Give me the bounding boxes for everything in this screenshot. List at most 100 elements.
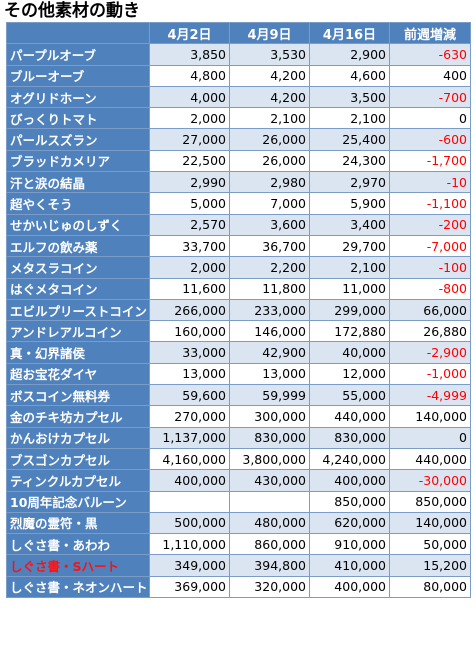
weekly-change-cell: -7,000 — [389, 234, 471, 258]
weekly-change-cell: -1,000 — [389, 362, 471, 386]
price-apr2-cell: 4,160,000 — [149, 447, 230, 471]
price-apr2-cell: 33,000 — [149, 341, 230, 364]
price-apr16-cell: 2,100 — [309, 107, 390, 130]
price-apr9-cell: 3,600 — [229, 213, 310, 236]
item-name-cell: 汗と涙の結晶 — [6, 171, 150, 194]
price-apr16-cell: 5,900 — [309, 192, 390, 215]
price-apr2-cell: 1,110,000 — [149, 533, 230, 556]
price-apr16-cell: 11,000 — [309, 277, 390, 300]
price-apr16-cell: 830,000 — [309, 426, 390, 449]
price-apr2-cell: 1,137,000 — [149, 426, 230, 449]
weekly-change-cell: 140,000 — [389, 405, 471, 428]
item-name-cell: しぐさ書・ネオンハート — [6, 575, 150, 599]
price-apr16-cell: 29,700 — [309, 234, 390, 258]
price-apr2-cell: 4,000 — [149, 85, 230, 109]
price-apr9-cell: 4,200 — [229, 85, 310, 109]
item-name-cell: びっくりトマト — [6, 107, 150, 130]
table-row: ブラッドカメリア 22,500 26,000 24,300 -1,700 — [6, 149, 471, 173]
weekly-change-cell: -800 — [389, 277, 471, 300]
price-apr16-cell: 400,000 — [309, 469, 390, 492]
price-apr2-cell: 266,000 — [149, 298, 230, 322]
price-apr16-cell: 40,000 — [309, 341, 390, 364]
weekly-change-cell: 80,000 — [389, 575, 471, 599]
weekly-change-cell: -30,000 — [389, 469, 471, 492]
item-name-cell: ブラッドカメリア — [6, 149, 150, 173]
price-apr16-cell: 55,000 — [309, 384, 390, 407]
price-apr2-cell: 349,000 — [149, 554, 230, 577]
price-apr9-cell: 59,999 — [229, 384, 310, 407]
item-name-cell: せかいじゅのしずく — [6, 213, 150, 236]
price-apr2-cell: 22,500 — [149, 149, 230, 173]
weekly-change-cell: -2,900 — [389, 341, 471, 364]
price-apr16-cell: 4,240,000 — [309, 447, 390, 471]
header-change: 前週増減 — [389, 21, 471, 45]
price-apr9-cell: 233,000 — [229, 298, 310, 322]
price-apr9-cell: 3,530 — [229, 43, 310, 66]
item-name-cell: ティンクルカプセル — [6, 469, 150, 492]
weekly-change-cell: -1,100 — [389, 192, 471, 215]
item-name-cell: アンドレアルコイン — [6, 320, 150, 343]
price-apr9-cell: 3,800,000 — [229, 447, 310, 471]
price-apr9-cell: 2,100 — [229, 107, 310, 130]
price-apr16-cell: 24,300 — [309, 149, 390, 173]
item-name-cell: オグリドホーン — [6, 85, 150, 109]
item-name-cell: かんおけカプセル — [6, 426, 150, 449]
weekly-change-cell: 400 — [389, 64, 471, 87]
price-apr9-cell: 430,000 — [229, 469, 310, 492]
price-apr16-cell: 299,000 — [309, 298, 390, 322]
price-apr9-cell: 2,980 — [229, 171, 310, 194]
weekly-change-cell: 850,000 — [389, 490, 471, 513]
table-row: ブルーオーブ 4,800 4,200 4,600 400 — [6, 64, 471, 87]
weekly-change-cell: -10 — [389, 171, 471, 194]
price-apr9-cell: 830,000 — [229, 426, 310, 449]
table-row: オグリドホーン 4,000 4,200 3,500 -700 — [6, 85, 471, 109]
price-apr16-cell: 410,000 — [309, 554, 390, 577]
weekly-change-cell: -4,999 — [389, 384, 471, 407]
weekly-change-cell: -1,700 — [389, 149, 471, 173]
table-row: 超やくそう 5,000 7,000 5,900 -1,100 — [6, 192, 471, 215]
table-row: アンドレアルコイン 160,000 146,000 172,880 26,880 — [6, 320, 471, 343]
table-row: しぐさ書・ネオンハート 369,000 320,000 400,000 80,000 — [6, 575, 471, 599]
price-apr2-cell: 369,000 — [149, 575, 230, 599]
header-item — [6, 21, 150, 45]
weekly-change-cell: 440,000 — [389, 447, 471, 471]
weekly-change-cell: -700 — [389, 85, 471, 109]
price-apr2-cell: 11,600 — [149, 277, 230, 300]
item-name-cell: パープルオーブ — [6, 43, 150, 66]
weekly-change-cell: 15,200 — [389, 554, 471, 577]
price-apr16-cell: 910,000 — [309, 533, 390, 556]
price-apr9-cell: 11,800 — [229, 277, 310, 300]
weekly-change-cell: -630 — [389, 43, 471, 66]
price-apr9-cell: 146,000 — [229, 320, 310, 343]
header-date-3: 4月16日 — [309, 21, 390, 45]
item-name-cell: ボスコイン無料券 — [6, 384, 150, 407]
item-name-cell: 烈魔の霊符・黒 — [6, 511, 150, 535]
table-row: 汗と涙の結晶 2,990 2,980 2,970 -10 — [6, 171, 471, 194]
weekly-change-cell: 66,000 — [389, 298, 471, 322]
table-row: しぐさ書・あわわ 1,110,000 860,000 910,000 50,000 — [6, 533, 471, 556]
table-row: かんおけカプセル 1,137,000 830,000 830,000 0 — [6, 426, 471, 449]
price-apr9-cell: 4,200 — [229, 64, 310, 87]
table-row: ボスコイン無料券 59,600 59,999 55,000 -4,999 — [6, 384, 471, 407]
item-name-cell: パールスズラン — [6, 128, 150, 151]
price-apr16-cell: 2,900 — [309, 43, 390, 66]
price-apr16-cell: 400,000 — [309, 575, 390, 599]
price-apr2-cell: 27,000 — [149, 128, 230, 151]
price-table: 4月2日 4月9日 4月16日 前週増減 パープルオーブ 3,850 3,530 2,… — [6, 21, 471, 599]
item-name-cell: ブルーオーブ — [6, 64, 150, 87]
price-apr16-cell: 4,600 — [309, 64, 390, 87]
price-apr16-cell: 25,400 — [309, 128, 390, 151]
price-apr16-cell: 172,880 — [309, 320, 390, 343]
sheet-title: その他素材の動き — [4, 1, 140, 21]
price-apr16-cell: 2,100 — [309, 256, 390, 279]
header-date-1: 4月2日 — [149, 21, 230, 45]
table-row: 超お宝花ダイヤ 13,000 13,000 12,000 -1,000 — [6, 362, 471, 386]
item-name-cell: 真・幻界諸侯 — [6, 341, 150, 364]
price-apr9-cell: 7,000 — [229, 192, 310, 215]
table-row: 烈魔の霊符・黒 500,000 480,000 620,000 140,000 — [6, 511, 471, 535]
table-row: パールスズラン 27,000 26,000 25,400 -600 — [6, 128, 471, 151]
price-apr9-cell: 26,000 — [229, 128, 310, 151]
table-row: はぐメタコイン 11,600 11,800 11,000 -800 — [6, 277, 471, 300]
price-apr9-cell: 394,800 — [229, 554, 310, 577]
item-name-cell: しぐさ書・あわわ — [6, 533, 150, 556]
